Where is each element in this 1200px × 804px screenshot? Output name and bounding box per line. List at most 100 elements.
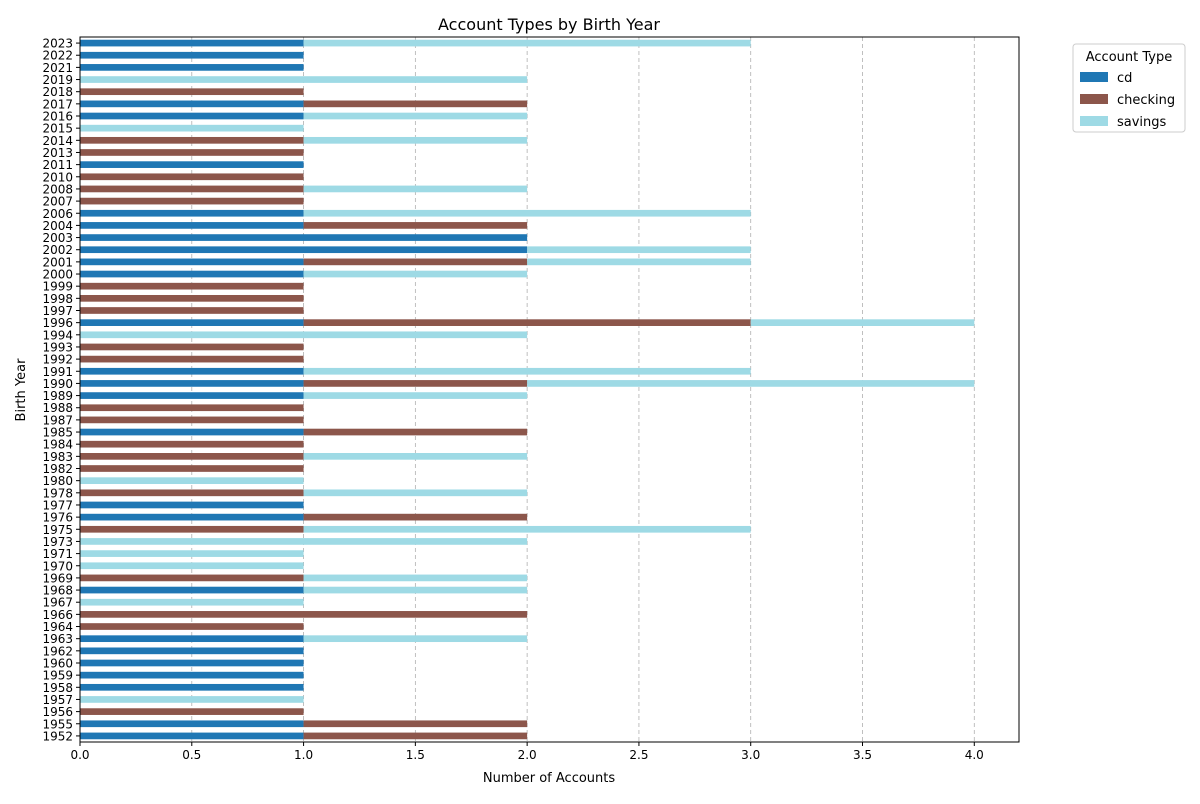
y-ticks: 1952195519561957195819591960196219631964… — [42, 37, 80, 743]
y-tick-label: 1958 — [42, 681, 73, 695]
bar-checking-1976 — [303, 513, 528, 521]
bar-cd-1991 — [80, 367, 304, 375]
bar-cd-1955 — [80, 720, 304, 728]
y-tick-label: 1992 — [42, 353, 73, 367]
bar-savings-2008 — [303, 185, 528, 193]
bar-savings-1990 — [527, 380, 975, 387]
legend-swatch-savings — [1080, 116, 1108, 126]
bar-checking-2017 — [303, 100, 528, 108]
legend-frame — [1072, 43, 1186, 133]
bar-savings-2006 — [303, 209, 751, 217]
y-tick-label: 1993 — [42, 340, 73, 354]
y-tick-label: 1985 — [42, 426, 73, 440]
bar-cd-1990 — [80, 380, 304, 387]
legend-title: Account Type — [1086, 50, 1172, 65]
bar-savings-2000 — [303, 270, 528, 278]
bar-cd-2002 — [80, 246, 528, 254]
x-axis-label: Number of Accounts — [483, 771, 616, 786]
y-tick-label: 1973 — [42, 535, 73, 549]
bar-cd-2016 — [80, 112, 304, 120]
bar-checking-1992 — [80, 355, 304, 363]
bar-savings-1970 — [80, 562, 304, 570]
y-tick-label: 2004 — [42, 219, 73, 233]
bar-cd-2023 — [80, 39, 304, 47]
y-tick-label: 1964 — [42, 620, 73, 634]
x-tick-label: 2.0 — [518, 748, 537, 762]
legend-items: cd checking savings — [1080, 71, 1175, 130]
bar-cd-2004 — [80, 222, 304, 229]
bar-cd-2001 — [80, 258, 304, 266]
y-tick-label: 1989 — [42, 389, 73, 403]
y-tick-label: 2007 — [42, 195, 73, 209]
y-tick-label: 1956 — [42, 705, 73, 719]
bar-cd-2017 — [80, 100, 304, 108]
bar-cd-1958 — [80, 683, 304, 691]
bar-checking-1993 — [80, 343, 304, 351]
bar-cd-2000 — [80, 270, 304, 278]
bar-savings-1980 — [80, 477, 304, 485]
y-tick-label: 1957 — [42, 693, 73, 707]
bar-checking-2018 — [80, 88, 304, 96]
bar-cd-2003 — [80, 234, 528, 241]
bar-savings-1957 — [80, 696, 304, 703]
bar-savings-2002 — [527, 246, 751, 254]
x-tick-label: 0.5 — [182, 748, 201, 762]
x-tick-label: 1.5 — [406, 748, 425, 762]
y-tick-label: 2002 — [42, 243, 73, 257]
y-tick-label: 2017 — [42, 97, 73, 111]
y-tick-label: 1978 — [42, 486, 73, 500]
legend-label-cd: cd — [1117, 71, 1132, 86]
bar-savings-2014 — [303, 136, 528, 144]
y-tick-label: 1980 — [42, 474, 73, 488]
bar-checking-1984 — [80, 440, 304, 448]
y-tick-label: 1967 — [42, 596, 73, 610]
y-tick-label: 1969 — [42, 571, 73, 585]
y-tick-label: 1984 — [42, 438, 73, 452]
y-axis-label: Birth Year — [14, 358, 29, 422]
y-tick-label: 2008 — [42, 182, 73, 196]
y-tick-label: 1983 — [42, 450, 73, 464]
bar-savings-1973 — [80, 538, 528, 545]
bar-checking-1956 — [80, 708, 304, 715]
y-tick-label: 1971 — [42, 547, 73, 561]
x-tick-label: 1.0 — [294, 748, 313, 762]
bar-cd-1968 — [80, 586, 304, 594]
y-tick-label: 1977 — [42, 498, 73, 512]
bar-savings-1971 — [80, 550, 304, 557]
bar-cd-1989 — [80, 392, 304, 399]
y-tick-label: 2015 — [42, 122, 73, 136]
bar-cd-1976 — [80, 513, 304, 521]
bar-savings-2016 — [303, 112, 528, 120]
y-tick-label: 1999 — [42, 280, 73, 294]
y-tick-label: 1952 — [42, 729, 73, 743]
y-tick-label: 1994 — [42, 328, 73, 342]
legend-label-savings: savings — [1117, 115, 1167, 130]
legend-swatch-cd — [1080, 72, 1108, 82]
bar-cd-1985 — [80, 428, 304, 436]
y-tick-label: 1988 — [42, 401, 73, 415]
y-tick-label: 2021 — [42, 61, 73, 75]
y-tick-label: 1960 — [42, 656, 73, 670]
bar-cd-2006 — [80, 209, 304, 217]
x-tick-label: 3.0 — [741, 748, 760, 762]
bar-checking-1975 — [80, 525, 304, 533]
bar-checking-1999 — [80, 282, 304, 290]
y-tick-label: 2000 — [42, 268, 73, 282]
y-tick-label: 2001 — [42, 255, 73, 269]
gridlines — [191, 37, 975, 742]
bar-cd-1996 — [80, 319, 304, 326]
bar-checking-1964 — [80, 623, 304, 630]
y-tick-label: 1966 — [42, 608, 73, 622]
bar-checking-1988 — [80, 404, 304, 412]
bar-savings-2019 — [80, 76, 528, 83]
bar-cd-1959 — [80, 671, 304, 679]
y-tick-label: 1970 — [42, 559, 73, 573]
bars — [80, 39, 975, 740]
bar-checking-1978 — [80, 489, 304, 497]
bar-cd-2011 — [80, 161, 304, 168]
legend-swatch-checking — [1080, 94, 1108, 104]
y-tick-label: 2019 — [42, 73, 73, 87]
y-tick-label: 2016 — [42, 110, 73, 124]
bar-savings-1983 — [303, 453, 528, 460]
bar-savings-1968 — [303, 586, 528, 594]
